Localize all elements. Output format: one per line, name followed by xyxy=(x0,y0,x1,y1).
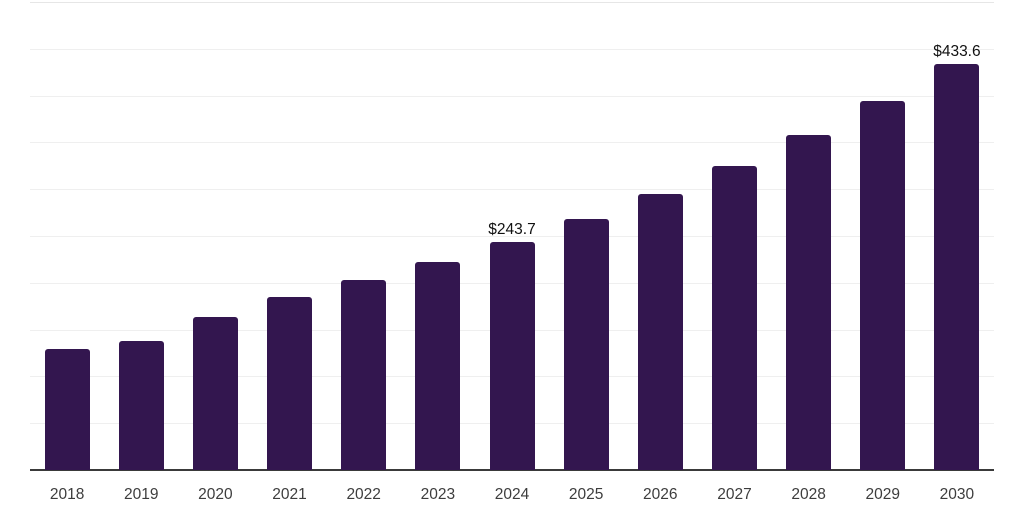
bar-2027 xyxy=(711,165,757,470)
x-tick-label-2024: 2024 xyxy=(494,486,530,503)
bar-2026 xyxy=(637,193,683,470)
x-tick-label-2019: 2019 xyxy=(123,486,159,503)
bar-2030 xyxy=(934,64,980,470)
x-tick-label-2021: 2021 xyxy=(272,486,307,503)
x-tick-label-2023: 2023 xyxy=(420,486,456,503)
data-label-2030: $433.6 xyxy=(933,43,981,61)
data-label-2024: $243.7 xyxy=(488,220,536,238)
bar-2022 xyxy=(341,280,387,470)
x-tick-label-2018: 2018 xyxy=(49,486,85,503)
x-tick-label-2029: 2029 xyxy=(865,486,900,503)
bar-2021 xyxy=(267,296,313,470)
x-tick-label-2030: 2030 xyxy=(939,486,975,503)
gridline-400 xyxy=(30,95,994,97)
gridline-250 xyxy=(30,236,994,237)
bar-2025 xyxy=(563,218,609,470)
gridline-450 xyxy=(30,48,994,50)
gridline-500 xyxy=(30,2,994,3)
bar-2020 xyxy=(192,316,238,470)
x-tick-label-2025: 2025 xyxy=(568,486,604,503)
bar-2023 xyxy=(415,262,461,470)
x-axis-line xyxy=(30,469,994,471)
bar-2018 xyxy=(44,348,90,470)
bar-2028 xyxy=(786,134,832,470)
bar-2029 xyxy=(860,101,906,470)
gridline-300 xyxy=(30,189,994,191)
gridline-350 xyxy=(30,142,994,144)
x-tick-label-2027: 2027 xyxy=(717,486,752,503)
x-tick-label-2020: 2020 xyxy=(198,486,233,503)
x-tick-label-2028: 2028 xyxy=(791,486,826,503)
x-tick-label-2022: 2022 xyxy=(346,486,381,503)
x-tick-label-2026: 2026 xyxy=(643,486,678,503)
bar-2019 xyxy=(118,341,164,470)
bar-2024 xyxy=(489,241,535,470)
